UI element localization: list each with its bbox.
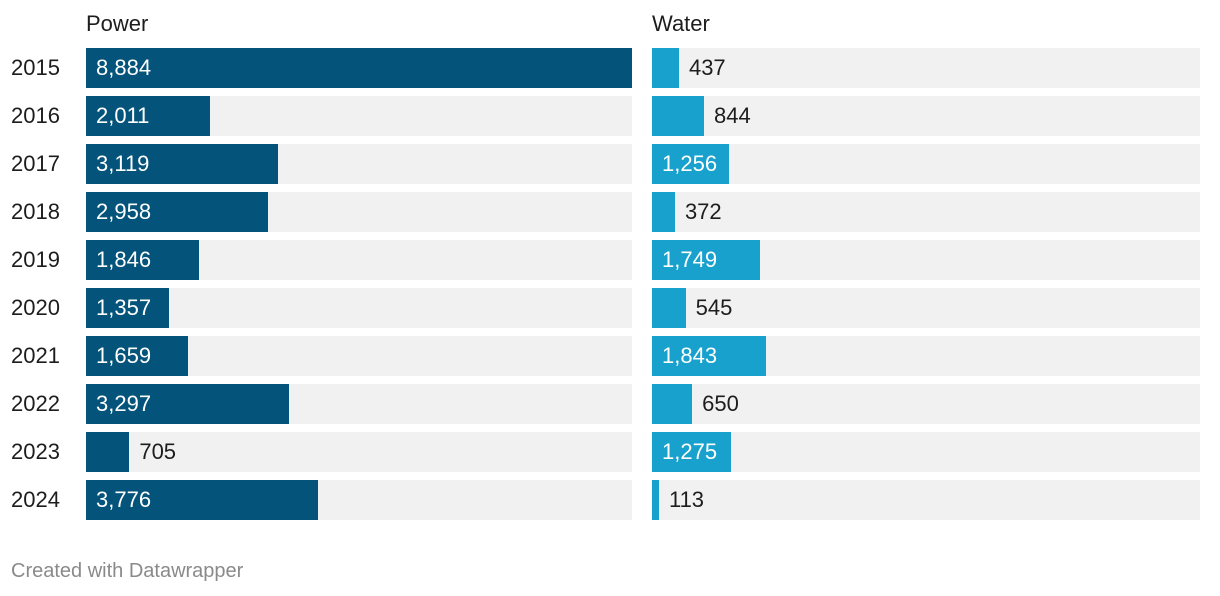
value-label: 1,275	[662, 439, 718, 464]
value-label: 1,659	[96, 343, 152, 368]
value-label: 437	[688, 55, 726, 80]
footer-credit: Created with Datawrapper	[11, 560, 244, 582]
value-label: 1,256	[662, 151, 718, 176]
value-label: 545	[695, 295, 733, 320]
bar-track: 372	[652, 192, 1200, 232]
bar-track: 8,884	[86, 48, 632, 88]
value-label: 1,357	[96, 295, 152, 320]
bar-power	[86, 288, 170, 328]
bar-water	[652, 288, 686, 328]
bar-water	[652, 480, 659, 520]
year-label: 2019	[11, 247, 60, 272]
bar-water	[652, 192, 675, 232]
bar-water	[652, 96, 705, 136]
bar-track: 844	[652, 96, 1200, 136]
bar-track: 1,256	[652, 144, 1200, 184]
bar-power	[86, 192, 268, 232]
bar-track: 1,846	[86, 240, 632, 280]
year-label: 2023	[11, 439, 60, 464]
bar-power	[86, 384, 289, 424]
year-label: 2017	[11, 151, 60, 176]
value-label: 844	[714, 103, 751, 128]
year-label: 2022	[11, 391, 60, 416]
bar-track: 545	[652, 288, 1200, 328]
bar-power	[86, 144, 278, 184]
value-label: 1,843	[662, 343, 718, 368]
panel-title-water: Water	[652, 11, 710, 36]
year-label: 2024	[11, 487, 60, 512]
year-label: 2018	[11, 199, 60, 224]
bar-track: 3,776	[86, 480, 632, 520]
value-label: 705	[139, 439, 177, 464]
bar-power	[86, 48, 632, 88]
bar-water	[652, 336, 766, 376]
bar-power	[86, 336, 188, 376]
bar-water	[652, 432, 731, 472]
bar-track: 2,011	[86, 96, 632, 136]
bar-track: 2,958	[86, 192, 632, 232]
panel-title-power: Power	[86, 11, 149, 36]
value-label: 1,846	[96, 247, 152, 272]
bar-power	[86, 240, 200, 280]
value-label: 8,884	[96, 55, 152, 80]
value-label: 113	[668, 487, 705, 512]
bar-track: 1,749	[652, 240, 1200, 280]
value-label: 372	[684, 199, 722, 224]
bar-track: 705	[86, 432, 632, 472]
bar-water	[652, 240, 760, 280]
value-label: 2,958	[96, 199, 152, 224]
year-label: 2015	[11, 55, 60, 80]
bar-power	[86, 96, 210, 136]
bar-water	[652, 48, 679, 88]
year-label: 2016	[11, 103, 60, 128]
bar-track: 1,275	[652, 432, 1200, 472]
value-label: 3,119	[96, 151, 150, 176]
bar-power	[86, 480, 319, 520]
bar-power	[86, 432, 130, 472]
bar-track: 3,119	[86, 144, 632, 184]
bar-water	[652, 384, 693, 424]
bar-track: 437	[652, 48, 1200, 88]
value-label: 2,011	[96, 103, 150, 128]
bar-track: 1,843	[652, 336, 1200, 376]
year-label: 2021	[11, 343, 60, 368]
bar-track: 3,297	[86, 384, 632, 424]
value-label: 3,297	[96, 391, 152, 416]
year-label: 2020	[11, 295, 60, 320]
value-label: 3,776	[96, 487, 152, 512]
bar-track: 1,357	[86, 288, 632, 328]
bar-track: 1,659	[86, 336, 632, 376]
bar-track: 650	[652, 384, 1200, 424]
value-label: 650	[702, 391, 739, 416]
bar-water	[652, 144, 730, 184]
value-label: 1,749	[662, 247, 718, 272]
bar-track: 113	[652, 480, 1200, 520]
